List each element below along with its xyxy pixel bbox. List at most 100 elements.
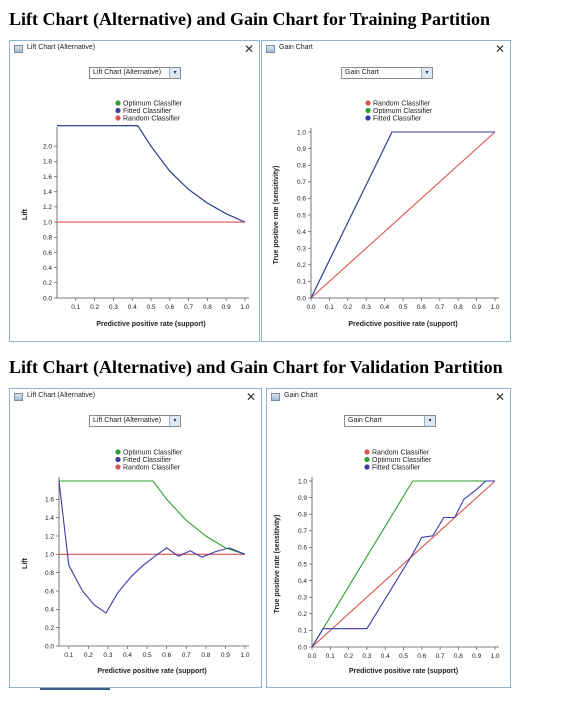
- y-tick-label: 0.4: [298, 578, 307, 585]
- window-icon: [14, 45, 23, 53]
- y-tick-label: 0.2: [45, 625, 54, 632]
- valid-lift-window-title: Lift Chart (Alternative): [27, 392, 96, 399]
- y-tick-label: 0.6: [45, 588, 54, 595]
- y-tick-label: 0.4: [43, 265, 52, 272]
- y-tick-label: 1.0: [43, 219, 52, 226]
- y-tick-label: 0.4: [45, 607, 54, 614]
- x-axis-label: Predictive positive rate (support): [349, 668, 458, 675]
- y-tick-label: 0.9: [298, 495, 307, 502]
- x-tick-label: 0.9: [222, 304, 231, 311]
- x-tick-label: 0.3: [362, 653, 371, 660]
- x-tick-label: 0.6: [417, 304, 426, 311]
- x-tick-label: 0.7: [184, 304, 193, 311]
- x-axis-label: Predictive positive rate (support): [348, 321, 457, 328]
- y-tick-label: 0.6: [298, 545, 307, 552]
- chevron-down-icon[interactable]: ▾: [169, 416, 180, 426]
- y-tick-label: 0.0: [297, 295, 306, 302]
- legend-marker: [365, 115, 371, 121]
- legend-marker: [115, 464, 121, 470]
- x-tick-label: 0.7: [436, 653, 445, 660]
- x-axis-label: Predictive positive rate (support): [97, 668, 206, 675]
- valid-gain-chart-type-dropdown[interactable]: Gain Chart ▾: [344, 415, 436, 427]
- x-tick-label: 1.0: [490, 653, 499, 660]
- close-icon[interactable]: ✕: [494, 42, 505, 56]
- train-gain-chart-type-dropdown[interactable]: Gain Chart ▾: [341, 67, 433, 79]
- x-tick-label: 0.8: [201, 652, 210, 659]
- valid-gain-window: Gain Chart ✕ Gain Chart ▾ Random Classif…: [266, 388, 511, 688]
- close-icon[interactable]: ✕: [494, 390, 505, 404]
- series-line-fitted-classifier: [58, 480, 246, 614]
- legend-label: Optimum Classifier: [123, 101, 183, 108]
- y-tick-label: 0.8: [45, 570, 54, 577]
- train-gain-titlebar: Gain Chart ✕: [262, 41, 510, 59]
- y-tick-label: 1.8: [43, 159, 52, 166]
- legend-label: Fitted Classifier: [373, 116, 422, 123]
- x-tick-label: 0.4: [380, 304, 389, 311]
- x-tick-label: 0.1: [71, 304, 80, 311]
- y-tick-label: 0.8: [297, 163, 306, 170]
- y-tick-label: 0.1: [298, 628, 307, 635]
- x-tick-label: 0.2: [343, 304, 352, 311]
- y-tick-label: 0.2: [297, 262, 306, 269]
- legend-label: Fitted Classifier: [372, 465, 421, 472]
- window-icon: [266, 45, 275, 53]
- x-tick-label: 0.2: [344, 653, 353, 660]
- x-tick-label: 0.8: [454, 653, 463, 660]
- y-tick-label: 0.7: [297, 179, 306, 186]
- x-tick-label: 0.5: [143, 652, 152, 659]
- x-tick-label: 0.3: [362, 304, 371, 311]
- chevron-down-icon[interactable]: ▾: [421, 68, 432, 78]
- series-line-fitted-classifier: [310, 131, 495, 299]
- legend-label: Random Classifier: [123, 116, 181, 123]
- x-tick-label: 0.4: [123, 652, 132, 659]
- y-tick-label: 0.2: [43, 280, 52, 287]
- y-tick-label: 0.1: [297, 279, 306, 286]
- x-tick-label: 0.0: [306, 304, 315, 311]
- dropdown-value: Lift Chart (Alternative): [93, 69, 162, 76]
- train-gain-window: Gain Chart ✕ Gain Chart ▾ Random Classif…: [261, 40, 511, 342]
- x-tick-label: 0.3: [103, 652, 112, 659]
- valid-lift-titlebar: Lift Chart (Alternative) ✕: [10, 389, 261, 407]
- x-tick-label: 0.1: [326, 653, 335, 660]
- train-lift-titlebar: Lift Chart (Alternative) ✕: [10, 41, 259, 59]
- x-tick-label: 0.4: [128, 304, 137, 311]
- series-line-random-classifier: [311, 480, 496, 648]
- train-gain-window-title: Gain Chart: [279, 44, 313, 51]
- dropdown-value: Lift Chart (Alternative): [93, 417, 162, 424]
- close-icon[interactable]: ✕: [243, 42, 254, 56]
- y-tick-label: 0.3: [298, 595, 307, 602]
- x-tick-label: 0.2: [84, 652, 93, 659]
- legend-marker: [115, 100, 121, 106]
- train-lift-chart-type-dropdown[interactable]: Lift Chart (Alternative) ▾: [89, 67, 181, 79]
- y-axis-label: True positive rate (sensitivity): [274, 515, 281, 614]
- valid-gain-titlebar: Gain Chart ✕: [267, 389, 510, 407]
- y-tick-label: 0.0: [43, 295, 52, 302]
- legend-label: Optimum Classifier: [123, 450, 183, 457]
- x-tick-label: 1.0: [240, 304, 249, 311]
- legend-marker: [115, 107, 121, 114]
- legend-label: Random Classifier: [373, 101, 431, 108]
- close-icon[interactable]: ✕: [245, 390, 256, 404]
- chevron-down-icon[interactable]: ▾: [169, 68, 180, 78]
- valid-lift-chart-type-dropdown[interactable]: Lift Chart (Alternative) ▾: [89, 415, 181, 427]
- chevron-down-icon[interactable]: ▾: [424, 416, 435, 426]
- training-heading: Lift Chart (Alternative) and Gain Chart …: [9, 9, 490, 29]
- window-icon: [271, 393, 280, 401]
- legend-label: Random Classifier: [372, 450, 430, 457]
- valid-gain-window-title: Gain Chart: [284, 392, 318, 399]
- legend-marker: [365, 107, 371, 114]
- y-tick-label: 1.0: [297, 129, 306, 136]
- y-tick-label: 0.6: [297, 196, 306, 203]
- x-tick-label: 0.9: [472, 304, 481, 311]
- y-tick-label: 0.5: [297, 212, 306, 219]
- y-tick-label: 0.0: [298, 644, 307, 651]
- validation-heading: Lift Chart (Alternative) and Gain Chart …: [9, 357, 503, 377]
- y-axis-label: True positive rate (sensitivity): [273, 166, 280, 265]
- legend-marker: [115, 449, 121, 455]
- y-axis-label: Lift: [22, 208, 29, 220]
- y-tick-label: 1.4: [45, 515, 54, 522]
- y-tick-label: 1.6: [43, 174, 52, 181]
- x-tick-label: 0.6: [417, 653, 426, 660]
